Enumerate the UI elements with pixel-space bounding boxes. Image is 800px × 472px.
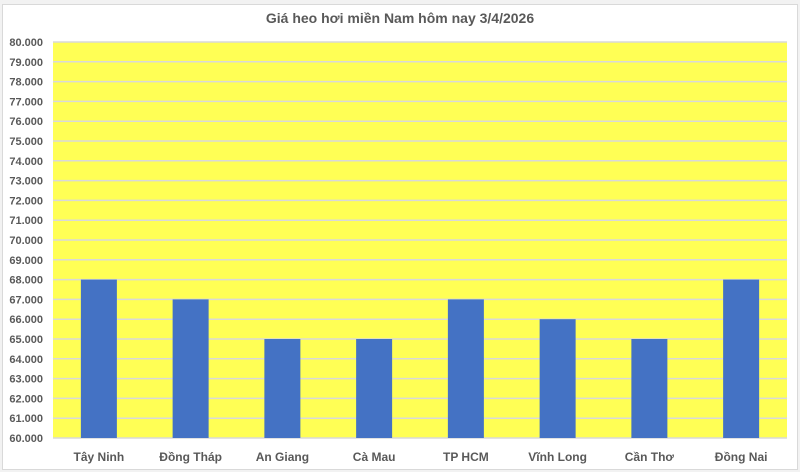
bar-1	[172, 299, 209, 438]
y-tick-label: 68.000	[9, 275, 43, 287]
y-tick-label: 67.000	[9, 294, 43, 306]
bar-4	[447, 299, 484, 438]
y-tick-label: 63.000	[9, 374, 43, 386]
y-tick-label: 80.000	[9, 37, 43, 49]
y-tick-label: 76.000	[9, 116, 43, 128]
y-tick-label: 69.000	[9, 255, 43, 267]
bar-3	[356, 339, 393, 438]
y-tick-label: 78.000	[9, 77, 43, 89]
x-tick-label: Tây Ninh	[74, 450, 125, 464]
x-tick-label: Cà Mau	[353, 450, 396, 464]
y-tick-label: 72.000	[9, 195, 43, 207]
bar-6	[631, 339, 668, 438]
chart-title: Giá heo hơi miền Nam hôm nay 3/4/2026	[266, 10, 534, 26]
x-tick-label: TP HCM	[443, 450, 489, 464]
y-tick-label: 66.000	[9, 314, 43, 326]
bar-2	[264, 339, 301, 438]
y-tick-label: 74.000	[9, 156, 43, 168]
y-tick-label: 61.000	[9, 413, 43, 425]
y-tick-label: 70.000	[9, 235, 43, 247]
x-axis-labels: Tây Ninh Đồng Tháp An Giang Cà Mau TP HCM Vĩn…	[74, 450, 768, 464]
x-tick-label: Đồng Tháp	[159, 450, 222, 464]
y-tick-label: 77.000	[9, 96, 43, 108]
y-tick-label: 79.000	[9, 57, 43, 69]
y-axis-ticks: 60.000 61.000 62.000 63.000 64.000 65.000 66.0…	[9, 37, 43, 445]
x-tick-label: Cần Thơ	[625, 450, 675, 464]
y-tick-label: 64.000	[9, 354, 43, 366]
y-tick-label: 62.000	[9, 393, 43, 405]
bars	[80, 279, 760, 438]
y-tick-label: 75.000	[9, 136, 43, 148]
x-tick-label: Vĩnh Long	[528, 450, 587, 464]
bar-0	[80, 279, 117, 438]
y-tick-label: 73.000	[9, 176, 43, 188]
x-tick-label: An Giang	[256, 450, 309, 464]
gridlines	[53, 41, 787, 439]
x-tick-label: Đồng Nai	[715, 450, 768, 464]
y-tick-label: 65.000	[9, 334, 43, 346]
bar-5	[539, 319, 576, 438]
y-tick-label: 71.000	[9, 215, 43, 227]
y-tick-label: 60.000	[9, 433, 43, 445]
bar-7	[723, 279, 760, 438]
